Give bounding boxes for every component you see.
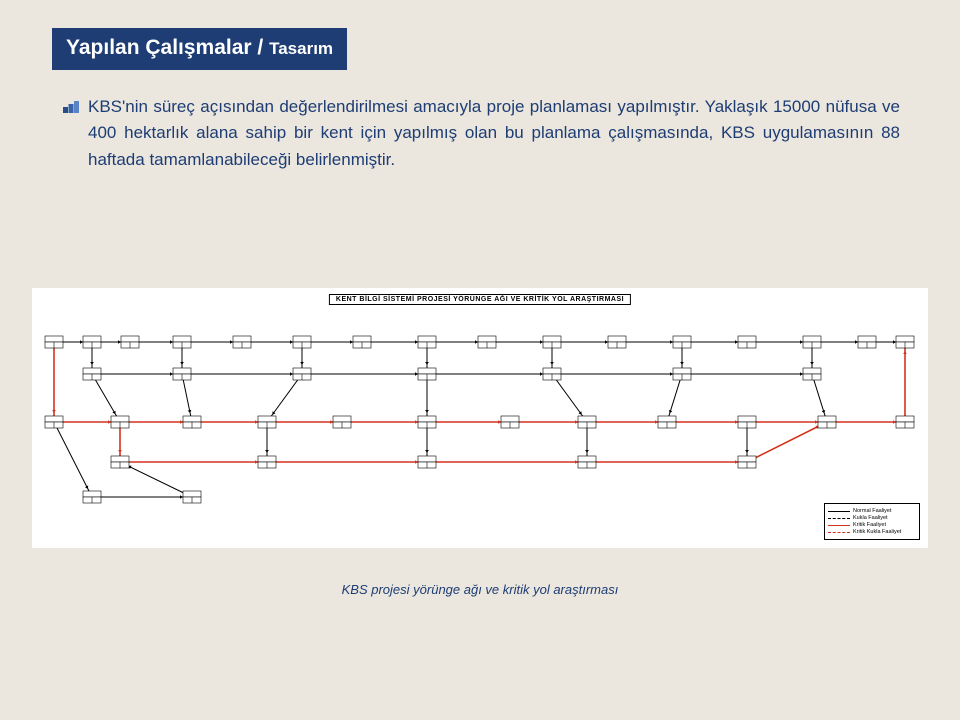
diagram-legend: Normal FaaliyetKukla FaaliyetKritik Faal… xyxy=(824,503,920,540)
legend-row: Kritik Faaliyet xyxy=(828,522,916,528)
legend-row: Normal Faaliyet xyxy=(828,508,916,514)
network-svg xyxy=(32,312,928,522)
title-main: Yapılan Çalışmalar / xyxy=(66,36,269,59)
legend-row: Kritik Kukla Faaliyet xyxy=(828,529,916,535)
diagram-title: KENT BİLGİ SİSTEMİ PROJESİ YÖRÜNGE AĞI V… xyxy=(329,294,631,305)
bullet-icon xyxy=(62,100,80,114)
body-paragraph: KBS'nin süreç açısından değerlendirilmes… xyxy=(88,94,900,173)
diagram-caption: KBS projesi yörünge ağı ve kritik yol ar… xyxy=(0,582,960,597)
slide-title-block: Yapılan Çalışmalar / Tasarım xyxy=(52,28,347,70)
legend-row: Kukla Faaliyet xyxy=(828,515,916,521)
title-sub: Tasarım xyxy=(269,39,333,58)
network-diagram: KENT BİLGİ SİSTEMİ PROJESİ YÖRÜNGE AĞI V… xyxy=(32,288,928,548)
